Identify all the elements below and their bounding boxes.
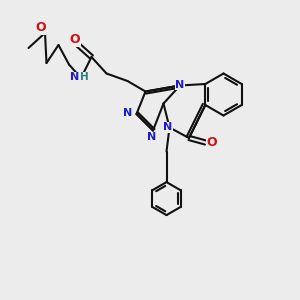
Text: H: H (80, 72, 88, 82)
Text: N: N (70, 72, 80, 82)
Text: O: O (35, 21, 46, 34)
Text: N: N (147, 132, 156, 142)
Text: O: O (207, 136, 218, 149)
Text: N: N (164, 122, 172, 133)
Text: O: O (70, 33, 80, 46)
Text: N: N (124, 107, 133, 118)
Text: N: N (176, 80, 184, 90)
